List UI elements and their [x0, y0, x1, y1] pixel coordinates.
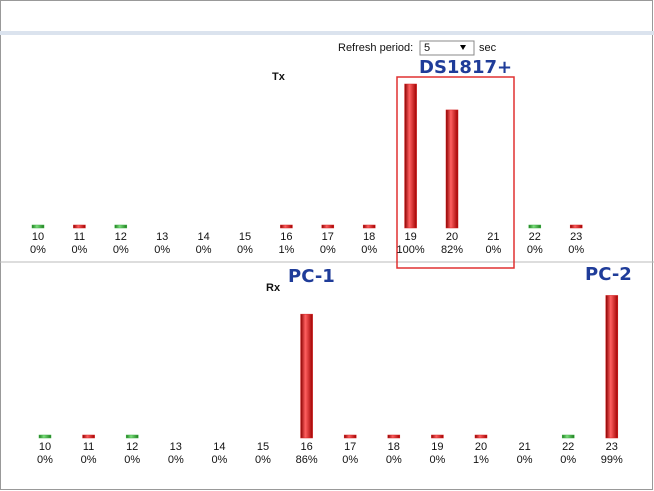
value-label: 0% — [237, 244, 253, 256]
port-label: 17 — [322, 231, 334, 243]
value-label: 0% — [81, 454, 97, 466]
bar — [82, 434, 95, 439]
port-label: 13 — [170, 441, 182, 453]
bar — [38, 434, 52, 439]
port-label: 21 — [518, 441, 530, 453]
value-label: 0% — [168, 454, 184, 466]
port-label: 16 — [300, 441, 312, 453]
chart-title: Tx — [272, 71, 286, 83]
annotation: DS1817+ — [419, 57, 512, 78]
bar — [445, 109, 459, 229]
refresh-select[interactable] — [419, 40, 475, 56]
value-label: 0% — [386, 454, 402, 466]
port-label: 14 — [213, 441, 225, 453]
port-label: 18 — [388, 441, 400, 453]
value-label: 0% — [71, 244, 87, 256]
bar — [474, 434, 488, 439]
value-label: 100% — [397, 244, 425, 256]
bar — [605, 295, 619, 439]
value-label: 0% — [560, 454, 576, 466]
port-label: 18 — [363, 231, 375, 243]
value-label: 0% — [124, 454, 140, 466]
bar — [528, 224, 542, 229]
value-label: 86% — [296, 454, 318, 466]
port-label: 14 — [197, 231, 209, 243]
value-label: 82% — [441, 244, 463, 256]
annotation: PC-2 — [585, 264, 632, 285]
bar — [569, 224, 583, 229]
refresh-unit: sec — [479, 42, 497, 54]
port-label: 15 — [239, 231, 251, 243]
refresh-label: Refresh period: — [338, 42, 413, 54]
port-label: 12 — [115, 231, 127, 243]
highlight-box — [396, 76, 515, 269]
bar — [125, 434, 139, 439]
bar — [343, 434, 357, 439]
bar — [561, 434, 575, 439]
port-label: 10 — [39, 441, 51, 453]
bar — [300, 313, 313, 439]
value-label: 0% — [527, 244, 543, 256]
port-label: 10 — [32, 231, 44, 243]
port-label: 19 — [404, 231, 416, 243]
port-label: 20 — [446, 231, 458, 243]
value-label: 0% — [196, 244, 212, 256]
port-label: 13 — [156, 231, 168, 243]
select-arrow — [460, 45, 466, 50]
top-band — [0, 31, 654, 35]
value-label: 0% — [30, 244, 46, 256]
bar — [431, 434, 444, 439]
value-label: 99% — [601, 454, 623, 466]
bar — [387, 434, 401, 439]
port-label: 16 — [280, 231, 292, 243]
value-label: 0% — [485, 244, 501, 256]
bar — [280, 224, 293, 229]
annotation: PC-1 — [288, 266, 335, 287]
chart-title: Rx — [266, 282, 281, 294]
bar — [362, 224, 376, 229]
port-label: 22 — [529, 231, 541, 243]
port-label: 20 — [475, 441, 487, 453]
port-label: 17 — [344, 441, 356, 453]
bar — [404, 83, 417, 229]
bar — [73, 224, 86, 229]
value-label: 0% — [517, 454, 533, 466]
port-label: 21 — [487, 231, 499, 243]
value-label: 0% — [154, 244, 170, 256]
value-label: 1% — [278, 244, 294, 256]
port-label: 22 — [562, 441, 574, 453]
value-label: 0% — [429, 454, 445, 466]
refresh-value[interactable]: 5 — [424, 42, 430, 54]
value-label: 0% — [320, 244, 336, 256]
port-label: 19 — [431, 441, 443, 453]
value-label: 0% — [568, 244, 584, 256]
port-label: 23 — [606, 441, 618, 453]
port-label: 15 — [257, 441, 269, 453]
value-label: 0% — [255, 454, 271, 466]
port-label: 11 — [83, 441, 94, 453]
bar — [321, 224, 335, 229]
bar — [114, 224, 128, 229]
bar — [31, 224, 45, 229]
port-label: 11 — [74, 231, 85, 243]
port-label: 12 — [126, 441, 138, 453]
value-label: 0% — [361, 244, 377, 256]
value-label: 0% — [37, 454, 53, 466]
value-label: 0% — [113, 244, 129, 256]
port-label: 23 — [570, 231, 582, 243]
value-label: 1% — [473, 454, 489, 466]
value-label: 0% — [342, 454, 358, 466]
value-label: 0% — [211, 454, 227, 466]
